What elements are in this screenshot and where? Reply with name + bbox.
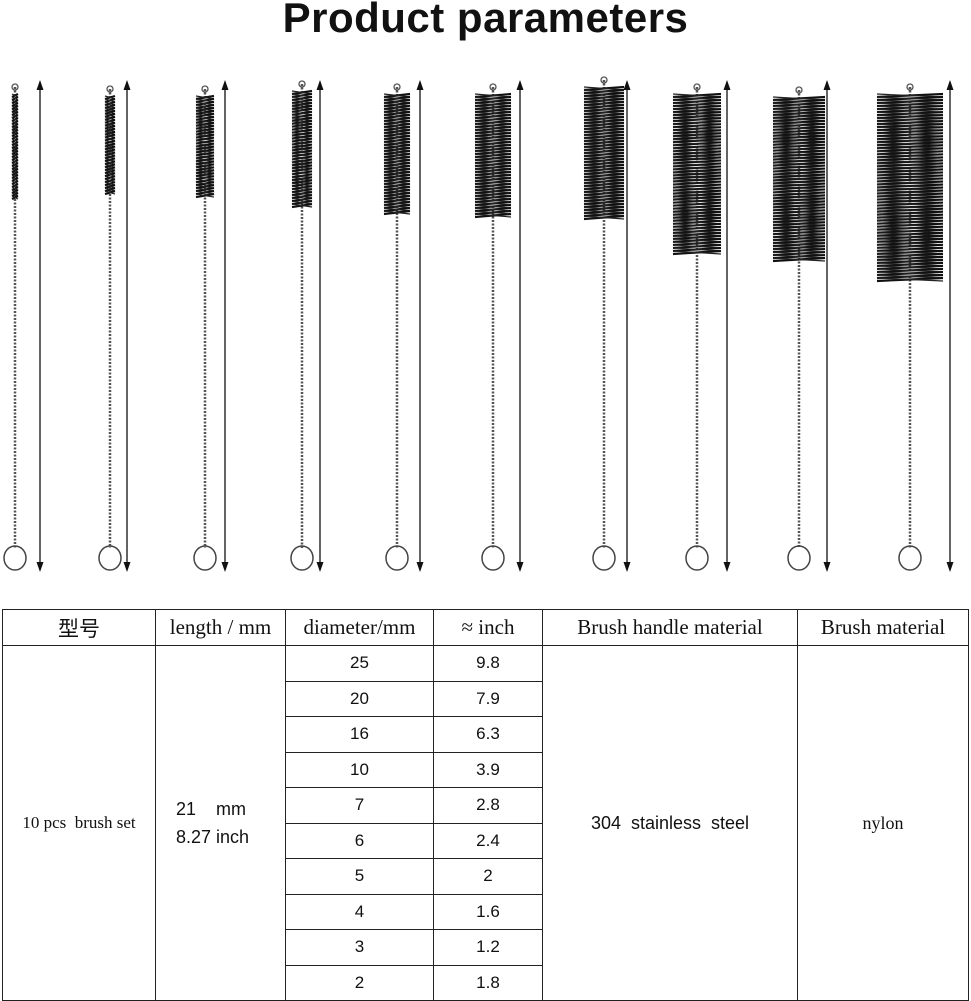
diameter-cell: 25: [285, 645, 434, 682]
length-arrow: [516, 80, 524, 572]
diameter-cell: 6: [285, 822, 434, 859]
length-inch: 8.27 inch: [176, 827, 250, 847]
length-cell: 21 mm 8.27 inch: [155, 645, 286, 1001]
length-arrow: [221, 80, 229, 572]
diameter-cell: 7: [285, 787, 434, 824]
handle-material-cell: 304 stainless steel: [542, 645, 798, 1001]
inch-cell: 1.2: [433, 929, 543, 966]
model-cell: 10 pcs brush set: [2, 645, 156, 1001]
inch-cell: 2: [433, 858, 543, 895]
parameters-table: 型号 length / mm diameter/mm ≈ inch Brush …: [2, 609, 969, 1001]
inch-cell: 3.9: [433, 751, 543, 788]
length-arrow: [723, 80, 731, 572]
brush: [3, 83, 27, 571]
brush-material-cell: nylon: [797, 645, 969, 1001]
diameter-cell: 5: [285, 858, 434, 895]
header-inch: ≈ inch: [433, 609, 543, 646]
inch-cell: 6.3: [433, 716, 543, 753]
length-arrow: [36, 80, 44, 572]
brush: [193, 85, 217, 571]
inch-cell: 9.8: [433, 645, 543, 682]
diameter-cell: 20: [285, 680, 434, 717]
brush: [583, 76, 625, 571]
length-arrow: [946, 80, 954, 572]
header-diameter: diameter/mm: [285, 609, 434, 646]
brush: [876, 83, 944, 571]
inch-cell: 7.9: [433, 680, 543, 717]
page-title: Product parameters: [282, 0, 689, 41]
table-row: 20 7.9: [3, 680, 969, 717]
inch-cell: 1.8: [433, 964, 543, 1001]
header-brush-material: Brush material: [797, 609, 969, 646]
header-row: 型号 length / mm diameter/mm ≈ inch Brush …: [2, 609, 969, 646]
length-arrow: [623, 80, 631, 572]
header-length: length / mm: [155, 609, 286, 646]
diameter-cell: 16: [285, 716, 434, 753]
diameter-cell: 2: [285, 964, 434, 1001]
header-model: 型号: [2, 609, 156, 646]
diameter-cell: 4: [285, 893, 434, 930]
diameter-cell: 3: [285, 929, 434, 966]
length-arrow: [823, 80, 831, 572]
length-arrow: [123, 80, 131, 572]
length-arrow: [316, 80, 324, 572]
brush-illustrations: [3, 76, 954, 572]
header-handle-material: Brush handle material: [542, 609, 798, 646]
brush: [474, 83, 512, 571]
table-row: 10 pcs brush set 21 mm 8.27 inch 25 9.8 304 s…: [2, 645, 969, 1001]
diameter-cell: 10: [285, 751, 434, 788]
inch-cell: 2.8: [433, 787, 543, 824]
brush: [290, 80, 314, 571]
inch-cell: 1.6: [433, 893, 543, 930]
brush: [672, 83, 722, 571]
inch-cell: 2.4: [433, 822, 543, 859]
brush: [383, 83, 411, 571]
brush: [772, 86, 826, 571]
table-row: 7 2.8: [3, 787, 969, 824]
table-row: 16 6.3: [3, 716, 969, 753]
length-mm: 21 mm: [176, 799, 247, 819]
brush: [98, 85, 122, 571]
length-arrow: [416, 80, 424, 572]
table-row: 4 1.6: [3, 893, 969, 930]
